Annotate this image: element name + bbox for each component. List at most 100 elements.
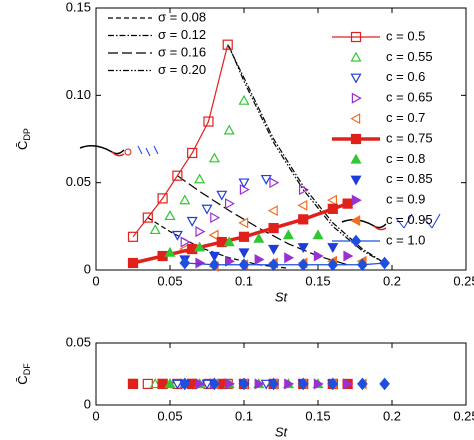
legend-marker [350, 215, 361, 227]
marker [238, 377, 250, 391]
sigma-curve [227, 44, 385, 264]
marker [238, 258, 250, 272]
marker [327, 243, 339, 254]
legend-marker [350, 51, 362, 62]
marker [357, 258, 368, 272]
marker [238, 94, 250, 105]
marker [225, 255, 235, 267]
marker [127, 257, 139, 269]
marker [379, 256, 390, 270]
marker [267, 205, 278, 217]
marker [254, 254, 265, 266]
x-tick-label: 0 [92, 273, 99, 288]
marker [171, 379, 183, 390]
marker [187, 147, 198, 159]
legend-marker [350, 153, 362, 164]
x-tick-label: 0.15 [305, 273, 330, 288]
legend-label: c = 0.65 [386, 90, 433, 105]
y-axis-label: C̄DP [15, 128, 32, 150]
y-axis-label-main: C̄ [15, 375, 30, 384]
legend-label: σ = 0.16 [158, 44, 206, 59]
marker [208, 229, 219, 241]
y-axis-label-main: C̄ [15, 141, 30, 150]
y-tick-label: 0.05 [66, 174, 91, 189]
marker [327, 377, 339, 391]
legend-label: c = 0.95 [386, 212, 433, 227]
marker [209, 258, 220, 272]
x-tick-label: 0 [92, 408, 99, 423]
legend-label: c = 0.75 [386, 130, 433, 145]
series-line [132, 44, 229, 238]
legend-label: c = 0.8 [386, 151, 425, 166]
marker [223, 236, 235, 247]
marker [379, 377, 390, 391]
legend-marker [351, 194, 362, 206]
marker [171, 230, 183, 241]
marker [149, 224, 161, 235]
marker [238, 248, 250, 259]
marker [142, 212, 153, 223]
marker [297, 258, 309, 272]
legend-marker [351, 92, 362, 104]
marker [180, 236, 191, 248]
marker [284, 252, 295, 264]
marker [327, 194, 337, 206]
y-tick-label: 0.05 [66, 334, 91, 349]
marker [238, 178, 250, 189]
legend-marker [350, 175, 362, 186]
marker [282, 229, 294, 240]
marker [327, 203, 338, 214]
y-axis-label-sub: DF [22, 363, 32, 375]
marker [201, 379, 213, 390]
marker [194, 241, 206, 252]
x-tick-label: 0.15 [305, 408, 330, 423]
marker [239, 184, 250, 196]
marker [268, 244, 280, 255]
marker [210, 212, 221, 224]
marker [313, 378, 324, 390]
marker [209, 377, 220, 391]
marker [157, 193, 168, 204]
marker [269, 177, 280, 189]
marker [298, 214, 309, 225]
legend-label: c = 0.6 [386, 69, 425, 84]
y-axis-label: C̄DF [15, 363, 32, 385]
legend-label: σ = 0.20 [158, 62, 206, 77]
legend-marker [350, 31, 362, 43]
x-tick-label: 0.1 [235, 273, 253, 288]
marker [238, 231, 250, 242]
x-tick-label: 0.1 [235, 408, 253, 423]
wake-sketch-right [341, 213, 441, 231]
legend-label: c = 0.9 [386, 192, 425, 207]
marker [260, 174, 272, 185]
y-tick-label: 0.15 [66, 0, 91, 14]
marker [238, 217, 249, 229]
y-tick-label: 0 [84, 396, 91, 411]
x-tick-label: 0.25 [453, 408, 474, 423]
y-axis-label-sub: DP [22, 128, 32, 141]
x-tick-label: 0.2 [383, 408, 401, 423]
marker [268, 222, 279, 234]
marker [284, 378, 295, 390]
marker [208, 152, 220, 163]
legend-label: σ = 0.12 [158, 27, 206, 42]
marker [254, 378, 265, 390]
marker [297, 199, 308, 211]
plot-frame [95, 7, 467, 271]
marker [164, 378, 176, 389]
marker [203, 116, 214, 127]
y-tick-label: 0.10 [66, 87, 91, 102]
x-axis-label: St [275, 289, 289, 304]
marker [297, 243, 309, 254]
marker [357, 377, 368, 391]
x-tick-label: 0.05 [157, 408, 182, 423]
marker [225, 198, 235, 210]
marker [327, 258, 339, 272]
marker [225, 378, 235, 390]
marker [313, 250, 324, 262]
marker [299, 184, 309, 196]
marker [253, 232, 265, 243]
marker [216, 190, 228, 201]
marker [179, 256, 191, 270]
legend-label: c = 0.55 [386, 49, 433, 64]
